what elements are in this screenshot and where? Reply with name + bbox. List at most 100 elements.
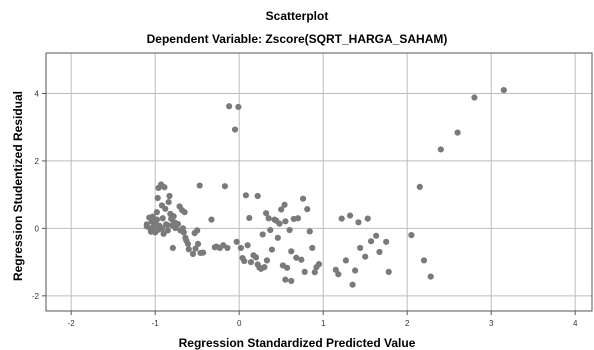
data-point [362, 253, 369, 260]
data-point [165, 198, 172, 206]
data-point [274, 234, 281, 241]
data-point [161, 184, 168, 191]
data-point [299, 195, 307, 202]
data-point [335, 271, 342, 278]
data-point [254, 192, 261, 200]
data-point [265, 215, 272, 222]
grid-lines [46, 53, 592, 311]
data-point [282, 218, 289, 225]
data-point [342, 257, 349, 264]
data-point [199, 249, 207, 256]
data-point [376, 248, 383, 256]
data-point [169, 244, 176, 252]
data-point [355, 219, 362, 226]
chart-title: Scatterplot [265, 9, 329, 23]
data-point [346, 212, 354, 219]
data-point [306, 228, 313, 235]
data-point [276, 220, 283, 227]
data-point [293, 254, 300, 261]
data-point [221, 183, 229, 190]
data-point [226, 103, 233, 110]
y-tick-label: 0 [35, 224, 40, 233]
data-point [294, 215, 302, 222]
data-point [159, 215, 166, 222]
x-tick-label: 1 [321, 319, 326, 328]
data-point [420, 257, 428, 264]
data-point [262, 210, 270, 217]
data-point [261, 264, 268, 271]
data-point [252, 254, 260, 261]
x-axis-label: Regression Standardized Predicted Value [178, 336, 416, 350]
data-point [174, 220, 181, 228]
plot-area-background [46, 53, 592, 311]
data-point [185, 246, 192, 253]
data-point [259, 231, 266, 238]
data-points [143, 86, 507, 288]
data-point [153, 216, 160, 223]
data-point [373, 232, 380, 239]
data-point [160, 230, 167, 237]
x-tick-label: -2 [68, 319, 76, 328]
data-point [349, 281, 356, 288]
data-point [367, 238, 375, 245]
data-point [267, 226, 274, 234]
data-point [189, 250, 197, 258]
data-point [164, 227, 171, 234]
data-point [153, 209, 160, 216]
data-point [408, 232, 415, 239]
data-point [268, 246, 276, 253]
data-point [194, 227, 201, 234]
y-axis-label: Regression Studentized Residual [11, 90, 25, 282]
x-tick-label: 4 [573, 319, 578, 328]
data-point [278, 206, 285, 213]
data-point [298, 256, 305, 263]
data-point [471, 94, 478, 101]
data-point [233, 238, 240, 245]
data-point [163, 221, 171, 229]
data-point [150, 223, 157, 231]
data-point [196, 182, 203, 189]
data-point [224, 244, 231, 252]
data-point [162, 205, 169, 212]
data-point [194, 240, 202, 247]
data-point [208, 216, 215, 223]
data-point [181, 209, 188, 216]
data-point [247, 258, 255, 266]
data-point [357, 244, 364, 252]
data-point [309, 244, 316, 252]
data-point [385, 268, 392, 275]
data-point [242, 192, 250, 199]
data-point [180, 229, 187, 236]
data-point [288, 248, 295, 255]
chart-subtitle: Dependent Variable: Zscore(SQRT_HARGA_SA… [146, 32, 448, 46]
data-point [427, 273, 434, 280]
data-point [311, 269, 318, 276]
data-point [286, 226, 293, 234]
data-point [158, 225, 166, 232]
data-point [288, 277, 295, 285]
x-tick-label: 0 [237, 319, 242, 328]
data-point [192, 245, 199, 252]
data-point [338, 215, 345, 222]
data-point [437, 146, 444, 153]
data-point [166, 192, 173, 200]
data-point [281, 201, 288, 208]
data-point [364, 215, 371, 222]
data-point [304, 206, 311, 213]
y-tick-label: 2 [35, 157, 40, 166]
y-tick-label: -2 [32, 292, 40, 301]
x-tick-label: -1 [152, 319, 160, 328]
data-point [416, 183, 423, 190]
data-point [244, 242, 251, 249]
data-point [383, 238, 390, 245]
data-point [231, 126, 239, 133]
data-point [282, 276, 289, 283]
data-point [170, 213, 177, 220]
x-axis-ticks: -2 -1 0 1 2 3 4 [68, 311, 578, 328]
plot-frame [45, 52, 593, 312]
data-point [184, 240, 192, 247]
y-axis-ticks: -2 0 2 4 [32, 89, 46, 301]
data-point [315, 261, 323, 268]
data-point [237, 244, 244, 252]
